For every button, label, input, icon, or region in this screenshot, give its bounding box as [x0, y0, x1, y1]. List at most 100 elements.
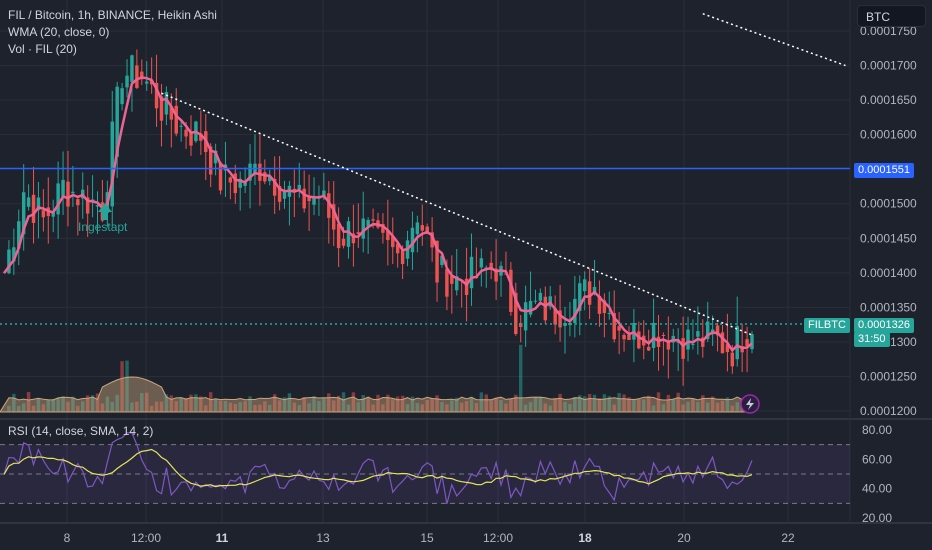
candle-body-42 — [208, 146, 213, 175]
candle-body-57 — [282, 191, 287, 199]
candle-body-44 — [218, 162, 223, 191]
rsi-legend[interactable]: RSI (14, close, SMA, 14, 2) — [8, 424, 154, 438]
candle-body-46 — [228, 177, 233, 183]
candle-body-117 — [578, 283, 582, 311]
candlesticks — [7, 49, 754, 386]
wma-legend[interactable]: WMA (20, close, 0) — [8, 25, 110, 39]
time-tick-7: 20 — [677, 531, 691, 545]
time-tick-0: 8 — [64, 531, 71, 545]
symbol-tag: FILBTC — [804, 318, 850, 333]
candle-body-3 — [17, 221, 21, 249]
candle-body-5 — [26, 197, 31, 207]
volume-bar-54 — [268, 404, 272, 412]
candle-body-108 — [533, 300, 538, 302]
volume-bar-143 — [705, 402, 710, 412]
volume-bar-41 — [204, 405, 208, 412]
volume-bar-96 — [474, 402, 479, 412]
volume-bar-149 — [735, 402, 739, 412]
volume-bar-64 — [317, 401, 321, 412]
candle-body-132 — [651, 322, 656, 348]
time-tick-3: 13 — [316, 531, 330, 545]
candle-body-23 — [115, 86, 119, 157]
trendline-1 — [161, 92, 753, 336]
volume-legend[interactable]: Vol · FIL (20) — [8, 42, 77, 56]
candle-body-6 — [31, 194, 36, 223]
volume-bar-36 — [179, 398, 183, 412]
volume-bar-125 — [617, 393, 621, 412]
candle-body-105 — [518, 322, 523, 327]
volume-bar-22 — [110, 401, 114, 412]
volume-bar-34 — [169, 395, 174, 412]
candle-body-68 — [336, 223, 341, 249]
candle-body-38 — [189, 131, 193, 146]
volume-bar-134 — [661, 404, 666, 412]
volume-bar-110 — [543, 403, 548, 412]
volume-bar-127 — [627, 397, 631, 412]
candle-body-94 — [464, 278, 469, 296]
volume-bar-84 — [415, 403, 420, 412]
volume-bar-109 — [538, 396, 543, 412]
volume-bar-78 — [386, 394, 390, 412]
volume-bar-70 — [346, 404, 351, 412]
price-tick-9: 0.0001250 — [860, 369, 917, 383]
candle-body-65 — [322, 190, 326, 197]
candle-body-34 — [169, 106, 174, 120]
volume-bar-32 — [159, 401, 164, 412]
candle-body-129 — [637, 331, 641, 349]
volume-bar-48 — [238, 402, 242, 412]
volume-bar-17 — [85, 395, 90, 412]
volume-bar-82 — [405, 404, 410, 412]
volume-bar-79 — [391, 399, 395, 412]
candle-body-49 — [243, 182, 247, 186]
candle-body-121 — [597, 295, 602, 314]
lightning-icon — [740, 394, 760, 414]
currency-button[interactable]: BTC — [857, 5, 926, 27]
volume-bar-7 — [36, 398, 41, 412]
candle-body-31 — [154, 82, 159, 109]
volume-bar-105 — [518, 344, 523, 412]
price-tick-7: 0.0001350 — [860, 300, 917, 314]
volume-bars — [7, 344, 754, 412]
candle-body-104 — [514, 292, 518, 334]
rsi-tick-0: 80.00 — [862, 423, 892, 437]
volume-bar-73 — [361, 394, 365, 412]
volume-bar-21 — [105, 396, 110, 412]
symbol-title[interactable]: FIL / Bitcoin, 1h, BINANCE, Heikin Ashi — [8, 8, 217, 22]
candle-body-61 — [302, 188, 306, 209]
candle-body-125 — [617, 326, 621, 331]
volume-bar-85 — [420, 404, 425, 412]
volume-bar-146 — [720, 400, 725, 412]
volume-bar-35 — [174, 401, 178, 412]
candle-body-110 — [543, 296, 548, 321]
volume-bar-13 — [66, 401, 70, 412]
candle-body-19 — [95, 205, 100, 207]
volume-bar-1 — [7, 405, 11, 412]
volume-bar-111 — [548, 405, 552, 412]
volume-bar-145 — [715, 402, 720, 412]
rsi-tick-3: 20.00 — [862, 511, 892, 525]
candle-body-60 — [297, 184, 301, 190]
candle-body-112 — [553, 308, 557, 325]
volume-bar-39 — [194, 394, 198, 412]
candle-body-72 — [356, 232, 361, 234]
buy-marker — [98, 203, 112, 220]
candle-body-124 — [612, 313, 616, 340]
candle-body-26 — [130, 55, 134, 82]
candle-body-127 — [627, 334, 631, 340]
volume-bar-57 — [282, 397, 287, 412]
candle-body-78 — [386, 230, 390, 241]
candle-body-115 — [568, 322, 572, 326]
candle-body-116 — [573, 298, 577, 323]
volume-bar-107 — [528, 402, 533, 412]
time-tick-2: 11 — [216, 531, 229, 545]
candle-body-126 — [622, 334, 626, 340]
candle-body-27 — [135, 65, 139, 88]
candle-body-123 — [607, 313, 612, 315]
candle-body-50 — [248, 163, 252, 181]
candle-body-56 — [277, 186, 282, 202]
candle-body-43 — [213, 150, 218, 164]
volume-bar-23 — [115, 394, 119, 412]
candle-body-120 — [592, 286, 597, 293]
candle-body-67 — [331, 204, 336, 230]
